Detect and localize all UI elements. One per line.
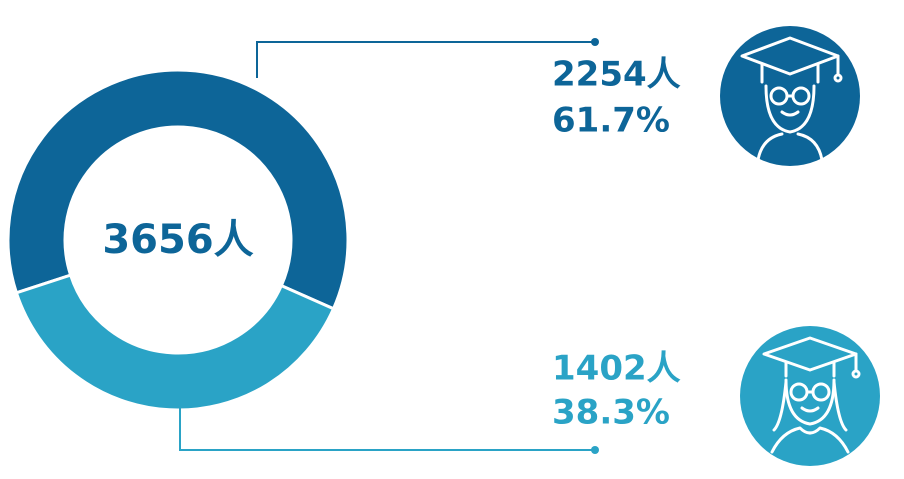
male-icon	[720, 26, 860, 166]
connector-dot	[591, 38, 599, 46]
value-label: 2254人	[552, 55, 681, 95]
percent-label: 61.7%	[552, 101, 670, 141]
connectors	[179, 38, 599, 454]
connector-top	[256, 41, 595, 78]
total-label: 3656人	[102, 217, 253, 263]
female-icon	[740, 326, 880, 466]
connector-dot	[591, 446, 599, 454]
value-label: 1402人	[552, 349, 681, 389]
donut-segment	[14, 273, 336, 412]
connector-bottom	[179, 408, 595, 451]
donut-segment	[6, 68, 350, 311]
percent-label: 38.3%	[552, 393, 670, 433]
